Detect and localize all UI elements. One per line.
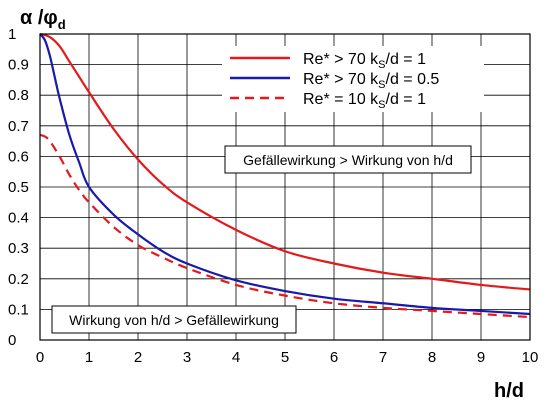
series-line-2 [39, 33, 531, 316]
y-tick-label: 0.2 [8, 271, 29, 288]
svg-text:Wirkung von h/d > Gefällewirku: Wirkung von h/d > Gefällewirkung [69, 312, 279, 328]
legend-entry-1: Re* > 70 kS/d = 1 [303, 51, 426, 71]
annotation-upper: Gefällewirkung > Wirkung von h/d [224, 145, 472, 174]
y-axis-title: α /φd [20, 7, 66, 32]
x-tick-label: 7 [379, 349, 387, 366]
x-tick-label: 9 [477, 349, 485, 366]
x-tick-label: 1 [85, 349, 93, 366]
x-tick-label: 5 [281, 349, 289, 366]
y-tick-label: 0.5 [8, 179, 29, 196]
y-tick-labels: 0 0.1 0.2 0.3 0.4 0.5 0.6 0.7 0.8 0.9 1 [8, 26, 29, 349]
y-tick-label: 0.9 [8, 57, 29, 74]
series-line-3 [39, 133, 531, 319]
y-tick-label: 1 [8, 26, 16, 43]
legend-entry-2: Re* > 70 kS/d = 0.5 [303, 71, 439, 91]
x-tick-label: 4 [232, 349, 240, 366]
y-tick-label: 0.1 [8, 301, 29, 318]
x-tick-label: 3 [183, 349, 191, 366]
y-tick-label: 0.3 [8, 240, 29, 257]
y-tick-label: 0.7 [8, 118, 29, 135]
x-tick-label: 2 [134, 349, 142, 366]
annotation-lower: Wirkung von h/d > Gefällewirkung [51, 305, 297, 334]
legend-entry-3: Re* = 10 kS/d = 1 [303, 91, 426, 111]
series-lines [39, 32, 531, 319]
y-tick-label: 0.6 [8, 148, 29, 165]
plot-frame [39, 33, 531, 341]
x-tick-labels: 0 1 2 3 4 5 6 7 8 9 10 [36, 349, 539, 366]
y-tick-label: 0 [8, 332, 16, 349]
legend: Re* > 70 kS/d = 1Re* > 70 kS/d = 0.5Re* … [222, 46, 484, 112]
svg-text:Gefällewirkung > Wirkung von h: Gefällewirkung > Wirkung von h/d [243, 152, 453, 168]
series-line-1 [39, 32, 531, 291]
y-tick-label: 0.8 [8, 87, 29, 104]
x-tick-label: 8 [428, 349, 436, 366]
x-axis-title: h/d [494, 380, 524, 402]
y-tick-label: 0.4 [8, 210, 29, 227]
x-tick-label: 0 [36, 349, 44, 366]
x-tick-label: 10 [522, 349, 539, 366]
x-tick-label: 6 [330, 349, 338, 366]
